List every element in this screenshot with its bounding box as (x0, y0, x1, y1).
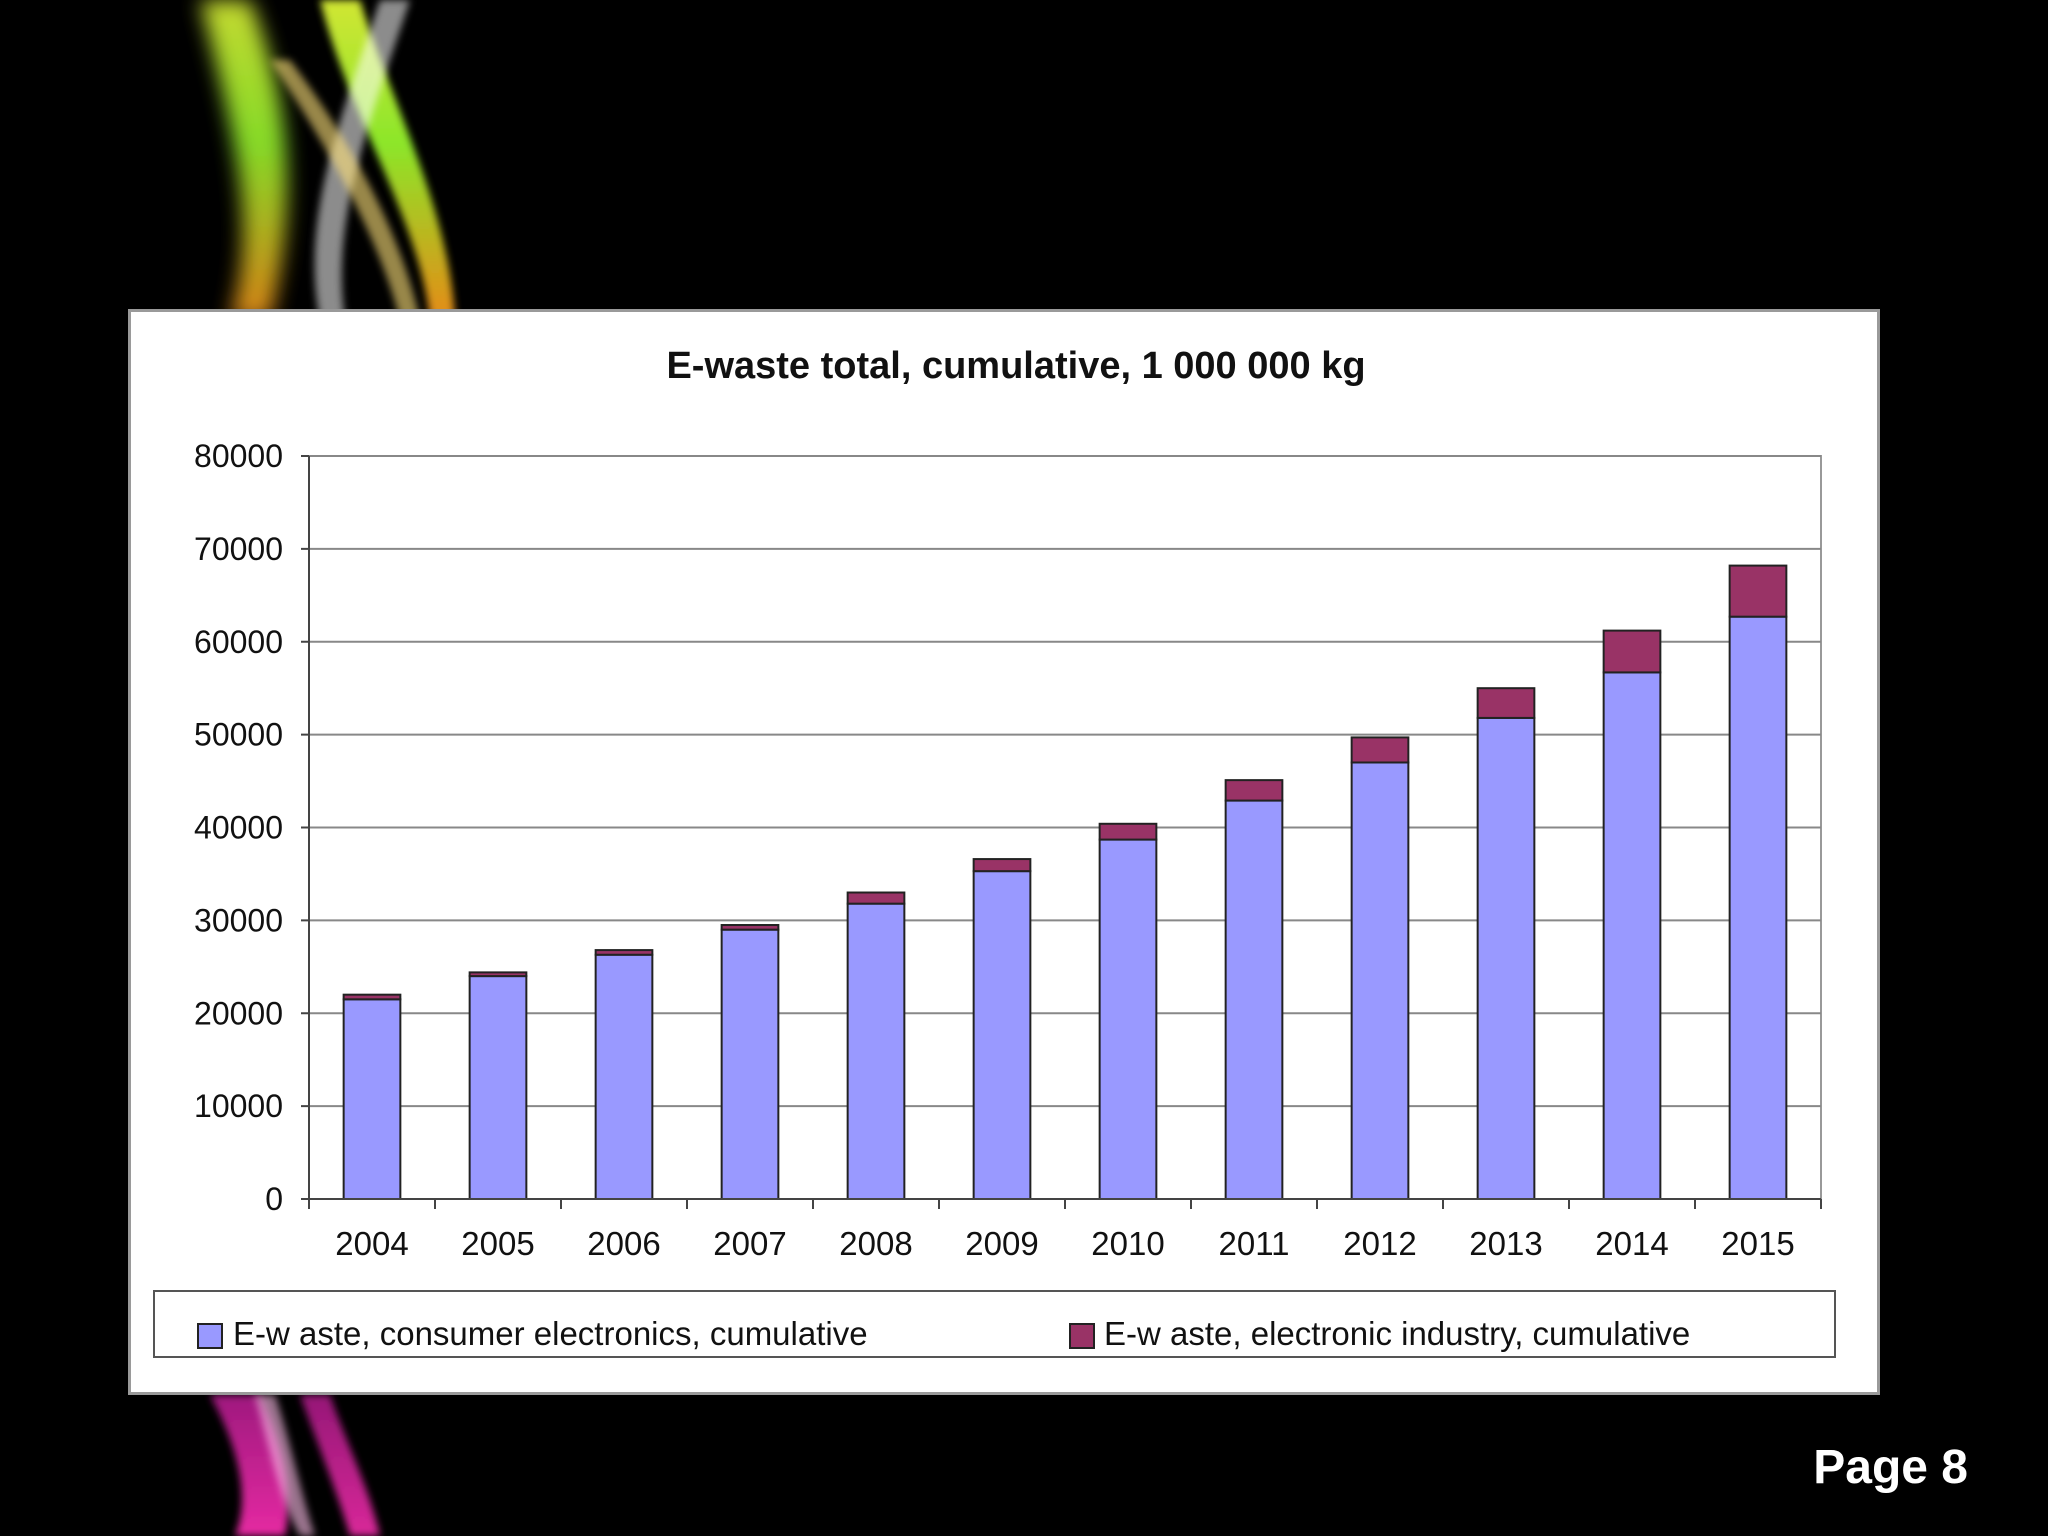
x-tick-label: 2004 (335, 1225, 408, 1262)
legend-label-consumer: E-w aste, consumer electronics, cumulati… (233, 1315, 868, 1352)
bar-consumer-electronics (1476, 716, 1536, 1200)
x-tick-label: 2008 (839, 1225, 912, 1262)
ribbon-decoration-bottom (210, 1395, 380, 1536)
bar-consumer-electronics (468, 975, 528, 1200)
y-tick-label: 10000 (194, 1088, 283, 1124)
legend-label-industry: E-w aste, electronic industry, cumulativ… (1104, 1315, 1690, 1352)
x-tick-label: 2012 (1343, 1225, 1416, 1262)
bar-consumer-electronics (720, 928, 780, 1200)
page-number: Page 8 (1813, 1441, 1968, 1494)
y-tick-label: 0 (265, 1181, 283, 1217)
x-tick-label: 2015 (1721, 1225, 1794, 1262)
bar-electronic-industry (720, 924, 780, 931)
x-tick-label: 2006 (587, 1225, 660, 1262)
legend-swatch-consumer (197, 1323, 223, 1349)
bar-consumer-electronics (846, 902, 906, 1200)
bar-electronic-industry (1728, 564, 1788, 618)
bar-consumer-electronics (1728, 615, 1788, 1200)
bar-consumer-electronics (342, 998, 402, 1200)
x-tick-label: 2010 (1091, 1225, 1164, 1262)
chart-panel: E-waste total, cumulative, 1 000 000 kg … (128, 309, 1880, 1395)
y-tick-label: 80000 (194, 438, 283, 474)
x-tick-label: 2011 (1219, 1225, 1290, 1262)
chart-title: E-waste total, cumulative, 1 000 000 kg (666, 345, 1365, 387)
legend-box (153, 1290, 1836, 1358)
y-tick-label: 40000 (194, 810, 283, 846)
bars (342, 564, 1788, 1201)
bar-electronic-industry (972, 858, 1032, 873)
legend: E-w aste, consumer electronics, cumulati… (153, 1290, 1836, 1358)
bar-electronic-industry (1098, 822, 1158, 841)
bar-electronic-industry (594, 949, 654, 956)
y-tick-label: 50000 (194, 717, 283, 753)
y-tick-label: 20000 (194, 995, 283, 1031)
bar-electronic-industry (1476, 687, 1536, 719)
x-tick-label: 2013 (1469, 1225, 1542, 1262)
bar-consumer-electronics (1224, 799, 1284, 1200)
ribbon-decoration-top (200, 0, 455, 320)
bar-electronic-industry (846, 891, 906, 905)
bar-consumer-electronics (972, 870, 1032, 1200)
axes: 0 10000 20000 30000 40000 50000 60000 70000 8000… (194, 438, 1822, 1262)
y-tick-label: 30000 (194, 902, 283, 938)
y-tick-label: 60000 (194, 624, 283, 660)
legend-swatch-industry (1069, 1323, 1095, 1349)
bar-electronic-industry (1602, 629, 1662, 674)
x-tick-label: 2007 (713, 1225, 786, 1262)
bar-consumer-electronics (1350, 761, 1410, 1200)
x-tick-label: 2014 (1595, 1225, 1668, 1262)
x-tick-label: 2009 (965, 1225, 1038, 1262)
bar-consumer-electronics (1098, 838, 1158, 1200)
bar-electronic-industry (1350, 736, 1410, 764)
x-tick-label: 2005 (461, 1225, 534, 1262)
bar-chart: E-waste total, cumulative, 1 000 000 kg … (153, 345, 1836, 1358)
y-tick-label: 70000 (194, 531, 283, 567)
gridlines (308, 455, 1822, 1200)
bar-consumer-electronics (594, 953, 654, 1201)
bar-electronic-industry (468, 971, 528, 978)
bar-electronic-industry (1224, 779, 1284, 802)
bar-electronic-industry (342, 993, 402, 1001)
bar-consumer-electronics (1602, 671, 1662, 1200)
